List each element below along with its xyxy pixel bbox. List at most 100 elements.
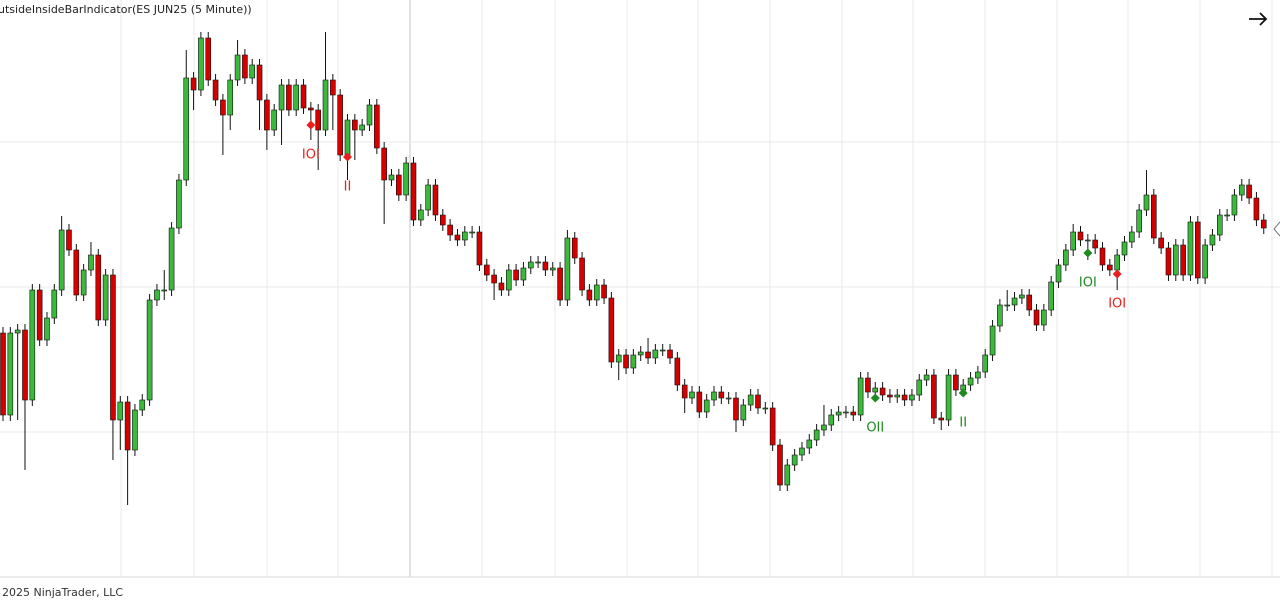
candle-body xyxy=(146,299,153,401)
candle-body xyxy=(483,264,490,276)
candle-body xyxy=(828,414,835,426)
candle-body xyxy=(1129,231,1135,243)
candle-body xyxy=(29,289,36,401)
candle-body xyxy=(249,64,256,79)
candle-body xyxy=(73,249,80,296)
candle-body xyxy=(256,64,263,101)
signal-diamond xyxy=(306,120,316,130)
candles: IOI II OII II IOI IOI xyxy=(0,32,1267,505)
candle-body xyxy=(505,269,512,291)
candle-body xyxy=(1033,309,1040,326)
candle-body xyxy=(872,387,879,393)
candle-body xyxy=(396,174,402,196)
candle-body xyxy=(703,399,710,413)
candle-body xyxy=(14,329,21,334)
signal-diamond xyxy=(343,152,353,162)
candle-body xyxy=(439,214,446,226)
candle-body xyxy=(308,107,314,111)
grid xyxy=(0,0,1280,577)
candle-body xyxy=(1246,184,1252,199)
candle-body xyxy=(176,179,182,229)
candle-body xyxy=(102,274,109,321)
candle-body xyxy=(161,289,168,292)
candle-body xyxy=(352,119,358,131)
candle-body xyxy=(857,377,864,416)
candle-body xyxy=(1041,309,1047,326)
candle-body xyxy=(286,84,292,111)
candle-body xyxy=(234,54,241,81)
candle-body xyxy=(557,267,563,301)
chart-title: utsideInsideBarIndicator(ES JUN25 (5 Min… xyxy=(0,3,252,16)
candle-body xyxy=(58,229,65,291)
candle-body xyxy=(227,79,234,116)
candle-body xyxy=(615,354,622,363)
candle-body xyxy=(1070,231,1076,251)
candle-body xyxy=(645,351,651,359)
candle-body xyxy=(513,269,519,281)
candle-body xyxy=(799,447,805,456)
candle-body xyxy=(1077,231,1084,241)
candle-body xyxy=(330,79,336,96)
candle-body xyxy=(198,37,204,91)
candle-body xyxy=(725,397,732,400)
candle-body xyxy=(366,104,373,126)
candle-body xyxy=(865,377,871,393)
signal-label: IOI xyxy=(1079,276,1097,291)
candle-body xyxy=(1136,209,1142,233)
candle-body xyxy=(659,349,666,352)
candle-body xyxy=(454,234,461,241)
candle-body xyxy=(1019,294,1025,299)
candle-body xyxy=(711,391,717,401)
candle-body xyxy=(66,229,72,251)
candle-body xyxy=(1011,297,1018,306)
candle-body xyxy=(740,404,747,421)
candle-body xyxy=(1004,304,1011,307)
candle-body xyxy=(117,401,124,421)
signal-label: IOI xyxy=(1108,297,1126,312)
candle-body xyxy=(264,99,270,131)
candle-body xyxy=(975,371,981,379)
candle-body xyxy=(989,325,996,356)
candle-body xyxy=(1231,194,1238,216)
candle-body xyxy=(777,444,783,486)
candle-body xyxy=(945,374,952,421)
candle-body xyxy=(359,124,365,131)
candle-body xyxy=(967,377,974,386)
candle-body xyxy=(44,317,50,341)
candle-body xyxy=(1187,221,1194,276)
candle-body xyxy=(242,54,248,79)
expand-arrow[interactable] xyxy=(1249,12,1268,26)
candle-body xyxy=(403,162,409,196)
candle-body xyxy=(821,424,827,431)
candle-body xyxy=(110,274,116,421)
scroll-handle[interactable] xyxy=(1273,221,1280,237)
candle-body xyxy=(549,267,556,271)
candle-body xyxy=(212,79,219,101)
candle-body xyxy=(498,282,505,291)
candle-body xyxy=(469,231,475,234)
signal-label: OII xyxy=(866,421,884,436)
candle-body xyxy=(623,354,629,369)
candle-body xyxy=(681,384,688,399)
candle-body xyxy=(938,417,945,421)
candle-body xyxy=(132,409,138,451)
candle-body xyxy=(527,261,534,269)
candle-body xyxy=(1165,247,1172,276)
candle-body xyxy=(1173,244,1179,276)
candle-body xyxy=(564,237,571,301)
candle-body xyxy=(388,174,395,181)
candle-body xyxy=(931,374,937,419)
candle-body xyxy=(300,84,307,109)
candle-body xyxy=(593,284,600,301)
candle-body xyxy=(418,209,424,221)
candle-body xyxy=(667,349,673,359)
candle-body xyxy=(1121,241,1128,256)
candle-body xyxy=(278,84,285,111)
candle-body xyxy=(88,254,94,271)
candle-body xyxy=(476,231,483,266)
candle-body xyxy=(95,254,102,321)
signal-diamond xyxy=(1112,269,1122,279)
candle-body xyxy=(22,329,28,401)
candle-body xyxy=(747,394,754,406)
candle-body xyxy=(586,289,593,301)
